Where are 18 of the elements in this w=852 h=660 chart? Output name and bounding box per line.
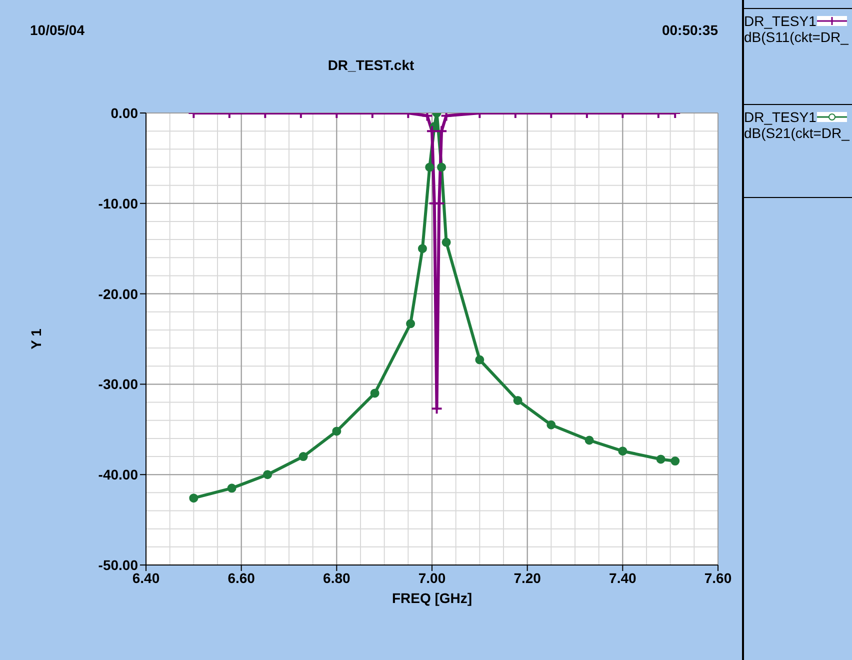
x-tick-label: 6.60 [228,570,256,586]
x-tick-label: 7.20 [514,570,542,586]
text: 10/05/04 [30,22,84,38]
x-tick-label: 7.00 [418,570,446,586]
y-tick-label: 0.00 [110,104,138,121]
x-axis-title: FREQ [GHz] [392,590,472,606]
y-tick-label: -10.00 [98,195,138,212]
y-tick-label: -40.00 [98,466,138,483]
y-tick-label: -20.00 [98,286,138,302]
chart-title: DR_TEST.ckt [326,57,416,73]
y-axis-title: Y 1 [28,328,44,350]
y-tick-label: -30.00 [98,376,138,392]
text: DR_TESY1 dB(S11(ckt=DR_ [744,13,850,45]
x-tick-label: 7.60 [704,570,732,586]
text: 00:50:35 [662,22,718,38]
x-tick-label: 7.40 [609,570,637,586]
x-tick-label: 6.80 [323,570,351,586]
text: DR_TESY1 dB(S21(ckt=DR_ [744,109,850,141]
